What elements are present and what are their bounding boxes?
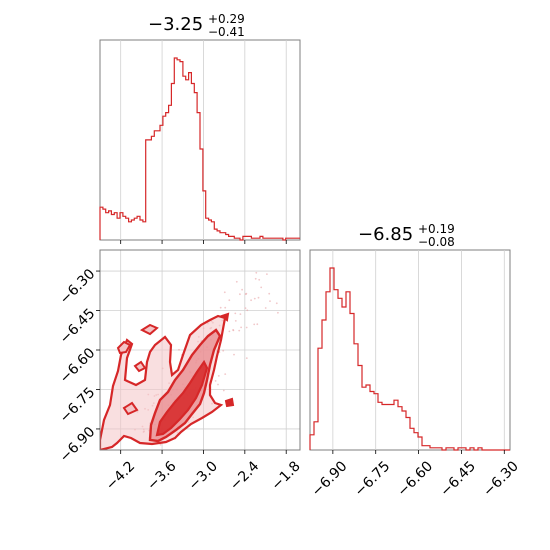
- joint-sample-point: [238, 329, 241, 332]
- joint-sample-point: [260, 286, 263, 289]
- marginal-y-minus: −0.08: [418, 235, 455, 249]
- marginal-x-median: −3.25: [148, 14, 203, 35]
- joint-sample-point: [233, 353, 235, 356]
- joint-sample-point: [240, 326, 243, 329]
- marginal-y-grid: [332, 250, 505, 450]
- joint-sample-point: [239, 313, 242, 315]
- joint-ytick-label: −6.30: [57, 266, 99, 308]
- contour-island-3: [133, 360, 147, 373]
- joint-xtick-label: −3.6: [144, 458, 179, 493]
- joint-sample-point: [178, 348, 180, 351]
- marginal-y-tick-label: −6.30: [480, 458, 522, 500]
- joint-sample-point: [266, 273, 268, 275]
- joint-contours: [100, 271, 279, 457]
- contour-island-2: [139, 323, 159, 336]
- joint-ytick-label: −6.60: [57, 345, 99, 387]
- joint-sample-point: [244, 307, 247, 309]
- marginal-y-tick-label: −6.45: [437, 458, 479, 500]
- marginal-x-panel: −3.25 +0.29 −0.41: [99, 12, 301, 244]
- marginal-y-histogram: [309, 267, 510, 451]
- contour-outer: [100, 314, 227, 450]
- joint-sample-point: [234, 312, 237, 315]
- joint-sample-point: [222, 389, 225, 392]
- marginal-y-frame: [309, 249, 511, 451]
- marginal-y-title: −6.85: [358, 224, 413, 245]
- marginal-x-histogram: [99, 57, 300, 241]
- marginal-x-minus: −0.41: [208, 25, 245, 39]
- joint-sample-point: [269, 300, 271, 302]
- joint-sample-point: [257, 296, 260, 299]
- joint-sample-point: [214, 380, 217, 382]
- joint-sample-point: [228, 330, 231, 333]
- joint-sample-point: [268, 292, 271, 295]
- joint-sample-point: [222, 349, 225, 352]
- contour-island-1: [116, 340, 132, 355]
- joint-sample-point: [277, 311, 279, 314]
- contour-island-6: [219, 312, 230, 322]
- joint-sample-point: [232, 329, 235, 332]
- joint-sample-point: [223, 291, 226, 294]
- joint-sample-point: [245, 326, 248, 329]
- joint-ytick-label: −6.75: [57, 385, 99, 427]
- marginal-y-panel: −6.90 −6.75 −6.60 −6.45 −6.30 −6.85 +0.19 −0…: [309, 222, 522, 500]
- joint-sample-point: [245, 292, 248, 295]
- marginal-x-title: −3.25: [148, 14, 203, 35]
- joint-sample-point: [219, 306, 222, 309]
- joint-sample-point: [234, 320, 237, 322]
- contour-island-4: [122, 401, 139, 416]
- contour-island-5: [224, 397, 235, 408]
- joint-sample-point: [245, 357, 248, 359]
- joint-sample-point: [217, 383, 219, 386]
- joint-sample-point: [228, 299, 231, 302]
- joint-xtick-label: −2.4: [227, 458, 262, 493]
- joint-sample-point: [177, 455, 179, 457]
- joint-sample-point: [264, 307, 267, 309]
- joint-sample-point: [253, 297, 256, 300]
- joint-sample-point: [256, 323, 259, 326]
- marginal-y-tick-label: −6.75: [352, 458, 394, 500]
- joint-sample-point: [224, 373, 227, 375]
- marginal-x-ticks: [120, 240, 287, 244]
- joint-sample-point: [255, 271, 258, 274]
- marginal-y-plus: +0.19: [418, 222, 455, 236]
- joint-sample-point: [159, 443, 162, 446]
- joint-sample-point: [258, 278, 261, 281]
- contour-inner: [155, 359, 209, 437]
- marginal-y-tick-label: −6.90: [309, 458, 351, 500]
- marginal-x-plus: +0.29: [208, 12, 245, 26]
- marginal-y-tick-label: −6.60: [395, 458, 437, 500]
- joint-sample-point: [253, 323, 256, 326]
- joint-sample-point: [250, 299, 253, 302]
- joint-ytick-label: −6.90: [57, 424, 99, 466]
- joint-xtick-label: −3.0: [186, 458, 221, 493]
- joint-sample-point: [275, 302, 278, 305]
- marginal-y-median: −6.85: [358, 224, 413, 245]
- joint-xtick-label: −1.8: [268, 458, 303, 493]
- joint-panel: −4.2 −3.6 −3.0 −2.4 −1.8 −6.30−6.45−6.60−6.75…: [57, 249, 304, 494]
- joint-sample-point: [241, 288, 244, 291]
- marginal-x-grid: [120, 40, 287, 240]
- joint-sample-point: [246, 309, 249, 312]
- joint-xtick-label: −4.2: [103, 458, 138, 493]
- joint-sample-point: [224, 306, 227, 309]
- joint-sample-point: [235, 280, 238, 283]
- joint-sample-point: [217, 375, 220, 377]
- joint-sample-point: [254, 277, 257, 280]
- joint-sample-point: [239, 293, 241, 296]
- marginal-y-ticks: −6.90 −6.75 −6.60 −6.45 −6.30: [309, 450, 522, 500]
- joint-ytick-label: −6.45: [57, 306, 99, 348]
